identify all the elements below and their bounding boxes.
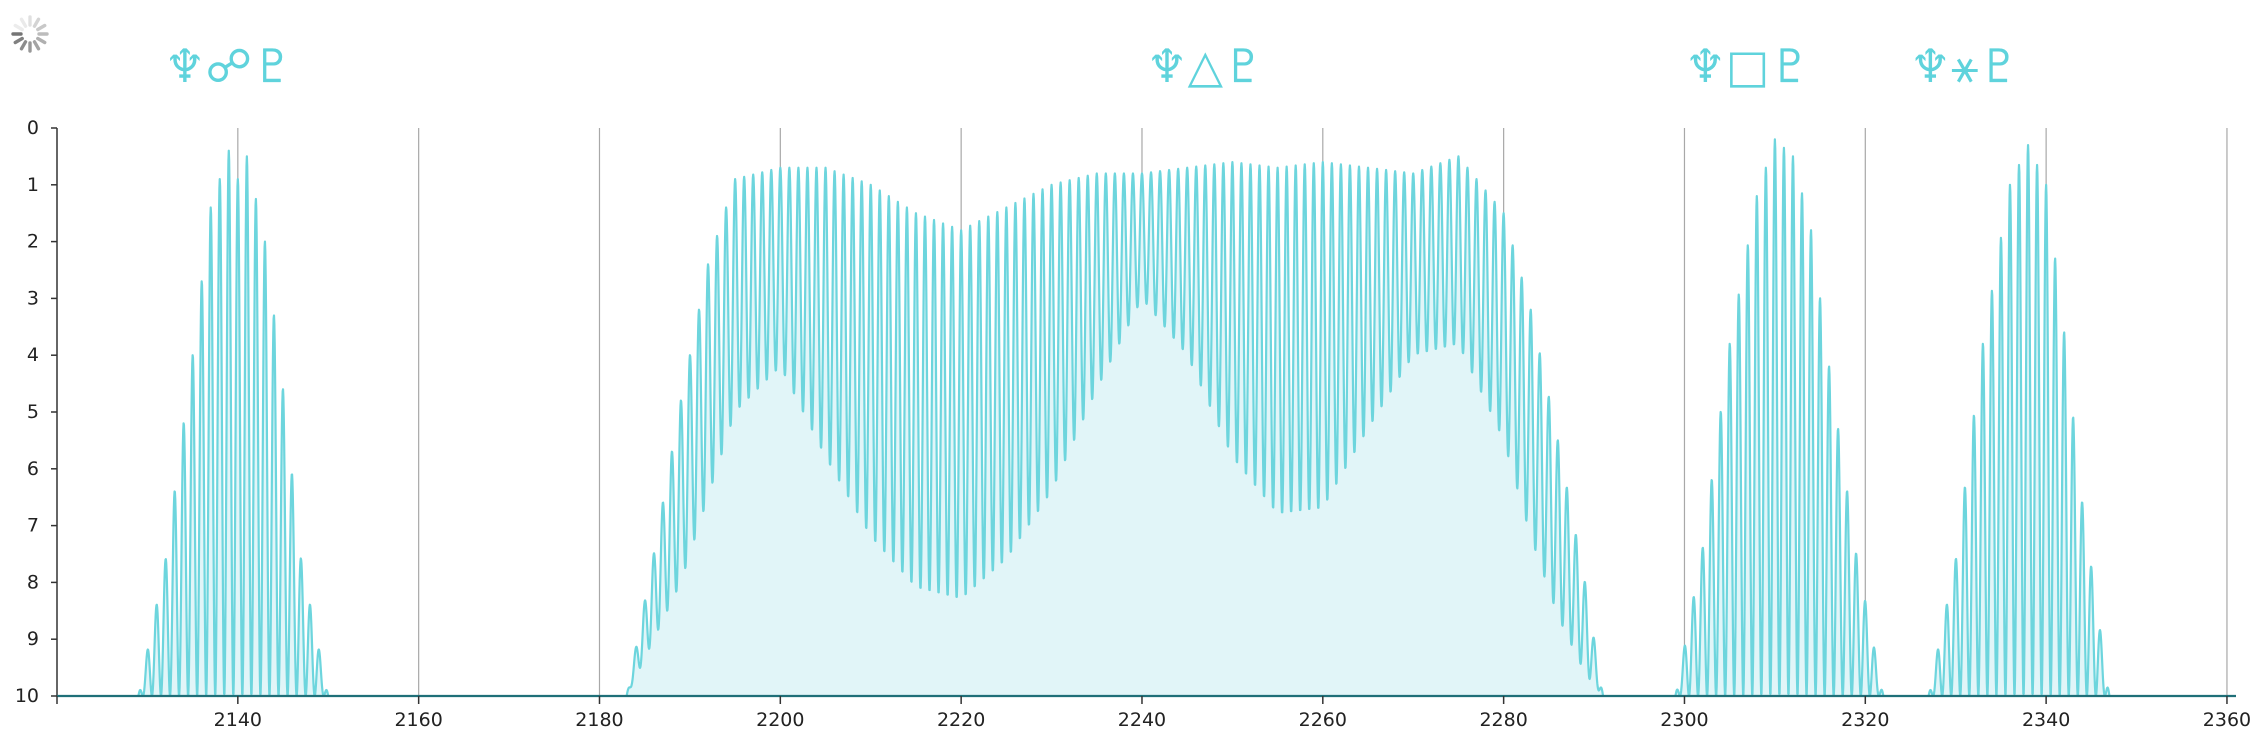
series-area-3 [1675,139,1884,697]
x-tick-label: 2340 [2022,709,2070,731]
y-tick-label: 10 [15,685,39,707]
x-tick-label: 2360 [2203,709,2251,731]
y-tick-label: 3 [27,287,39,309]
spinner-icon [8,12,52,56]
x-tick-label: 2200 [756,709,804,731]
x-tick-label: 2300 [1660,709,1708,731]
x-tick-label: 2260 [1299,709,1347,731]
y-tick-label: 1 [27,174,39,196]
series-area-4 [1928,145,2110,697]
x-tick-label: 2280 [1479,709,1527,731]
series-line-4 [1927,143,2111,698]
x-tick-label: 2140 [214,709,262,731]
y-tick-label: 6 [27,458,39,480]
y-tick-label: 0 [27,117,39,139]
y-tick-label: 2 [27,231,39,253]
x-tick-label: 2240 [1118,709,1166,731]
aspect-label: ♆⚹♇ [1910,39,2020,93]
series-line-2 [625,155,1605,697]
aspect-label: ♆□♇ [1685,39,1811,93]
series-line-3 [1674,138,1885,698]
aspect-label: ♆△♇ [1146,39,1264,93]
y-tick-label: 5 [27,401,39,423]
y-tick-label: 4 [27,344,39,366]
aspect-label: ♆☍♇ [164,39,293,93]
y-tick-label: 8 [27,571,39,593]
x-tick-label: 2160 [394,709,442,731]
series-line-1 [137,149,330,698]
x-tick-label: 2320 [1841,709,1889,731]
y-tick-label: 7 [27,515,39,537]
series-area-2 [626,156,1604,696]
y-tick-label: 9 [27,628,39,650]
x-tick-label: 2220 [937,709,985,731]
x-tick-label: 2180 [575,709,623,731]
